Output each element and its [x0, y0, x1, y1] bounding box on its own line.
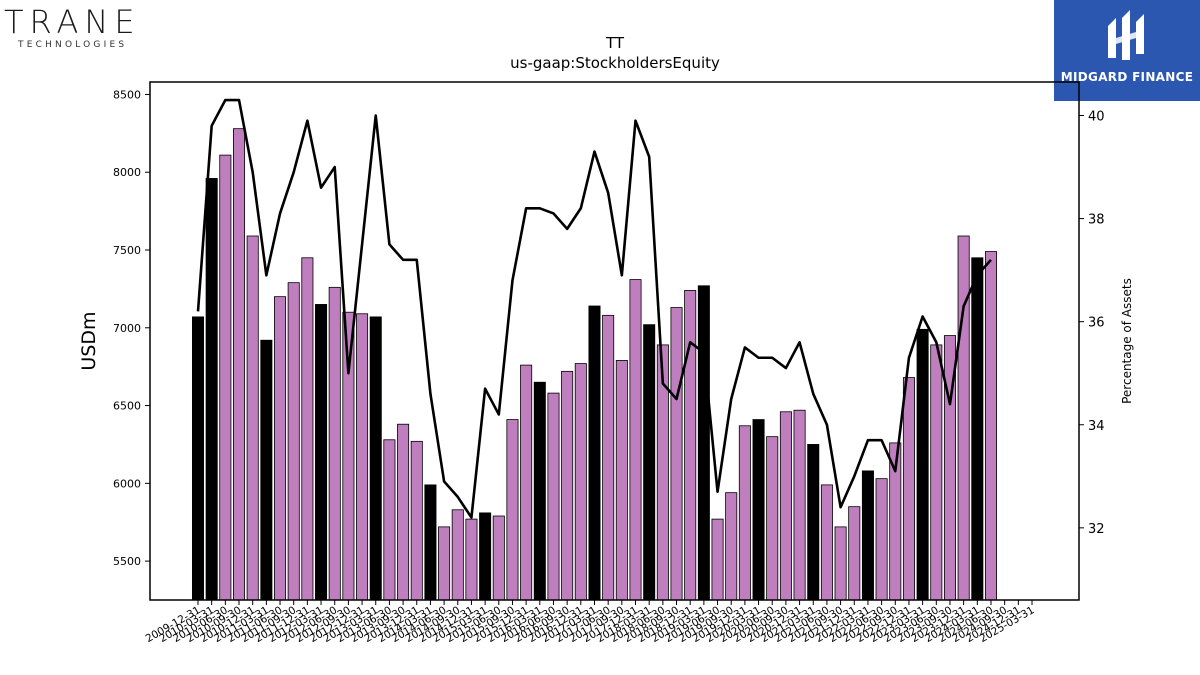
ytick-label: 6500 — [113, 400, 141, 413]
bar-2018-03-31 — [643, 324, 656, 601]
bar-2024-03-31 — [971, 257, 984, 601]
bar-2018-12-31 — [684, 290, 697, 601]
percentage-line — [196, 98, 992, 519]
bar-2015-03-31 — [479, 512, 492, 601]
bar-2011-12-31 — [301, 257, 314, 601]
right-axis-ticks: 32 34 36 38 40 — [1079, 110, 1105, 537]
y2tick-label: 32 — [1088, 522, 1105, 537]
ytick-label: 7000 — [113, 322, 141, 335]
y2tick-label: 38 — [1088, 213, 1105, 228]
bar-2013-09-30 — [397, 423, 410, 601]
ytick-label: 5500 — [113, 555, 141, 568]
trane-logo-subtext: TECHNOLOGIES — [18, 40, 128, 50]
ytick-label: 7500 — [113, 244, 141, 257]
bar-2022-12-31 — [902, 377, 915, 601]
bar-2017-09-30 — [615, 360, 628, 601]
bar-2021-12-31 — [848, 506, 861, 601]
bar-2021-06-30 — [820, 484, 833, 601]
y2tick-label: 40 — [1088, 110, 1105, 125]
bar-2014-12-31 — [465, 518, 478, 601]
ytick-label: 8500 — [113, 88, 141, 101]
left-axis-ticks: 5500 6000 6500 7000 7500 8000 8500 — [113, 88, 150, 568]
bar-2020-09-30 — [779, 411, 792, 601]
midgard-mark-icon — [1108, 10, 1144, 60]
x-axis-ticks: 2009-12-312010-03-312010-06-302010-09-30… — [144, 600, 1037, 645]
y-axis-label: USDm — [78, 311, 100, 370]
bar-2010-09-30 — [233, 128, 246, 601]
line-group — [196, 98, 992, 519]
bar-2011-06-30 — [274, 296, 287, 601]
bar-2015-06-30 — [492, 515, 505, 601]
y2tick-label: 34 — [1088, 419, 1105, 434]
bar-2022-03-31 — [861, 470, 874, 601]
bar-2020-03-31 — [752, 419, 765, 601]
bar-2016-06-30 — [547, 392, 560, 601]
bar-2011-03-31 — [260, 339, 273, 601]
bar-2023-12-31 — [957, 235, 970, 601]
bar-2015-12-31 — [520, 364, 533, 601]
plot-frame — [149, 81, 1080, 601]
bars-group — [191, 128, 997, 601]
bar-2014-06-30 — [438, 526, 451, 601]
trane-logo-wordmark: TRANE — [4, 3, 141, 41]
bar-2012-12-31 — [356, 313, 369, 601]
y2-axis-label: Percentage of Assets — [1120, 278, 1134, 404]
ytick-label: 8000 — [113, 166, 141, 179]
bar-2018-09-30 — [670, 307, 683, 601]
bar-2019-03-31 — [697, 285, 710, 601]
bar-2019-06-30 — [711, 518, 724, 601]
bar-2019-12-31 — [738, 425, 751, 601]
bar-2013-12-31 — [410, 440, 423, 601]
bar-2010-12-31 — [246, 235, 259, 601]
bar-2014-03-31 — [424, 484, 437, 601]
y2tick-label: 36 — [1088, 316, 1105, 331]
bar-2022-06-30 — [875, 478, 888, 601]
bar-2023-03-31 — [916, 328, 929, 601]
bar-2015-09-30 — [506, 419, 519, 601]
bar-2013-03-31 — [369, 316, 382, 601]
bar-2016-03-31 — [533, 381, 546, 601]
bar-2016-09-30 — [561, 370, 574, 601]
bar-2021-03-31 — [807, 444, 820, 601]
bar-2014-09-30 — [451, 509, 464, 601]
bar-2023-06-30 — [930, 344, 943, 601]
bar-2017-06-30 — [602, 314, 615, 601]
chart-subtitle: us-gaap:StockholdersEquity — [510, 54, 720, 72]
bar-2010-03-31 — [205, 178, 218, 601]
bar-2012-06-30 — [328, 286, 341, 601]
bar-2013-06-30 — [383, 439, 396, 601]
bar-2021-09-30 — [834, 526, 847, 601]
bar-2017-03-31 — [588, 305, 601, 601]
bar-2024-06-30 — [984, 251, 997, 601]
bar-2020-12-31 — [793, 409, 806, 601]
midgard-logo-text: MIDGARD FINANCE — [1060, 70, 1194, 84]
trane-logo: TRANE TECHNOLOGIES — [4, 6, 164, 52]
bar-2017-12-31 — [629, 279, 642, 601]
bar-2016-12-31 — [574, 363, 587, 601]
bar-2019-09-30 — [725, 492, 738, 601]
bar-2012-03-31 — [315, 304, 328, 601]
chart-title: TT — [605, 34, 625, 52]
ytick-label: 6000 — [113, 477, 141, 490]
bar-2020-06-30 — [766, 436, 779, 601]
bar-2010-06-30 — [219, 154, 232, 601]
bar-2009-12-31 — [191, 316, 204, 601]
bar-2011-09-30 — [287, 282, 300, 601]
